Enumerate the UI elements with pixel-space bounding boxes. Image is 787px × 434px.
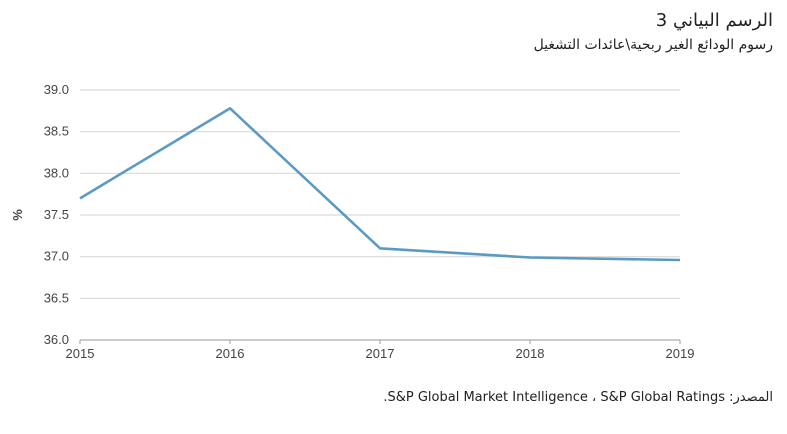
- source-note: المصدر: S&P Global Market Intelligence ،…: [383, 390, 773, 405]
- y-axis-ticks: 36.0 36.5 37.0 37.5 38.0 38.5 39.0: [44, 82, 69, 347]
- x-tick-label: 2019: [666, 346, 695, 361]
- series-group: [79, 107, 681, 262]
- y-tick-label: 38.0: [44, 165, 69, 180]
- x-tick-label: 2018: [516, 346, 545, 361]
- x-axis-ticks: 2015 2016 2017 2018 2019: [66, 340, 695, 361]
- x-tick-label: 2017: [366, 346, 395, 361]
- x-tick-label: 2015: [66, 346, 95, 361]
- y-tick-label: 36.5: [44, 290, 69, 305]
- chart-title: الرسم البياني 3: [655, 10, 773, 31]
- x-tick-label: 2016: [216, 346, 245, 361]
- gridlines: [80, 89, 680, 299]
- y-tick-label: 39.0: [44, 82, 69, 97]
- y-tick-label: 38.5: [44, 124, 69, 139]
- y-axis-label: %: [10, 209, 25, 221]
- chart-subtitle: رسوم الودائع الغير ربحية\عائدات التشغيل: [533, 37, 773, 53]
- y-tick-label: 37.0: [44, 249, 69, 264]
- y-tick-label: 36.0: [44, 332, 69, 347]
- y-tick-label: 37.5: [44, 207, 69, 222]
